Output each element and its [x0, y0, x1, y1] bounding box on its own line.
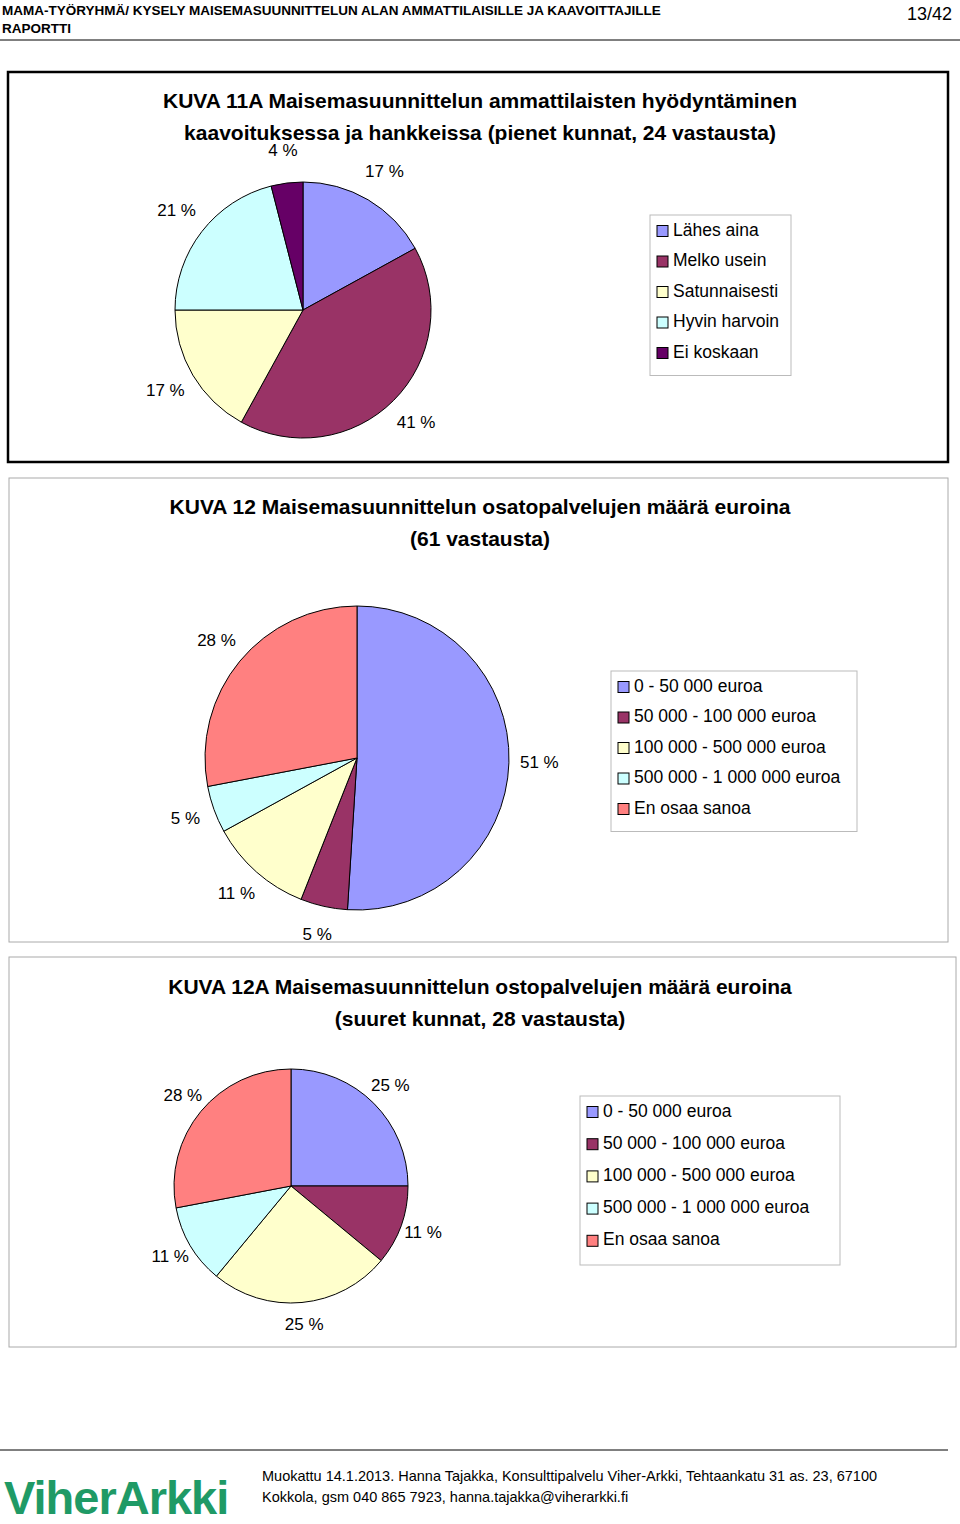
slices — [174, 1069, 408, 1303]
legend-entry: 50 000 - 100 000 euroa — [634, 706, 816, 726]
legend-swatch — [618, 773, 629, 784]
data-labels: 17 % 41 % 17 % 21 % 4 % — [146, 141, 436, 432]
legend-entry: En osaa sanoa — [634, 798, 751, 818]
legend-swatch — [587, 1107, 598, 1118]
footer-text: Kokkola, gsm 040 865 7923, hanna.tajakka… — [262, 1489, 628, 1505]
legend-entry: Lähes aina — [673, 220, 759, 240]
data-label: 25 % — [371, 1076, 410, 1095]
chart-title: (suuret kunnat, 28 vastausta) — [335, 1007, 626, 1030]
data-label: 5 % — [303, 925, 332, 944]
page-number: 13/42 — [907, 4, 952, 24]
data-label: 41 % — [397, 413, 436, 432]
data-label: 4 % — [268, 141, 297, 160]
pie-slice — [347, 606, 509, 910]
legend-entry: 500 000 - 1 000 000 euroa — [634, 767, 841, 787]
footer-text: Muokattu 14.1.2013. Hanna Tajakka, Konsu… — [262, 1468, 877, 1484]
data-label: 11 % — [404, 1223, 442, 1242]
legend-swatch — [587, 1139, 598, 1150]
legend-entry: Melko usein — [673, 250, 766, 270]
data-labels: 25 % 11 % 25 % 11 % 28 % — [151, 1076, 441, 1334]
legend-swatch — [657, 348, 668, 359]
legend-entry: 0 - 50 000 euroa — [634, 676, 763, 696]
legend-swatch — [657, 287, 668, 298]
chart-frame — [9, 957, 956, 1347]
slices — [205, 606, 509, 910]
legend: 0 - 50 000 euroa 50 000 - 100 000 euroa 10… — [580, 1096, 840, 1265]
data-label: 17 % — [365, 162, 404, 181]
data-label: 17 % — [146, 381, 185, 400]
chart-title: KUVA 12A Maisemasuunnittelun ostopalvelu… — [168, 975, 792, 998]
chart-title: KUVA 11A Maisemasuunnittelun ammattilais… — [163, 89, 797, 112]
legend: 0 - 50 000 euroa 50 000 - 100 000 euroa 10… — [611, 671, 857, 832]
legend-swatch — [618, 743, 629, 754]
chart: KUVA 11A Maisemasuunnittelun ammattilais… — [8, 72, 948, 462]
legend-swatch — [618, 804, 629, 815]
chart: KUVA 12A Maisemasuunnittelun ostopalvelu… — [9, 957, 956, 1347]
legend-entry: 500 000 - 1 000 000 euroa — [603, 1197, 810, 1217]
legend-swatch — [587, 1235, 598, 1246]
logo: ViherArkki — [4, 1471, 228, 1524]
legend-swatch — [587, 1203, 598, 1214]
chart-frame — [9, 478, 948, 942]
legend-swatch — [657, 317, 668, 328]
pie-slice — [271, 182, 303, 310]
legend-swatch — [657, 226, 668, 237]
chart: KUVA 12 Maisemasuunnittelun osatopalvelu… — [9, 478, 948, 944]
header-text: MAMA-TYÖRYHMÄ/ KYSELY MAISEMASUUNNITTELU… — [2, 3, 661, 18]
legend-frame — [650, 215, 791, 376]
legend-entry: 50 000 - 100 000 euroa — [603, 1133, 785, 1153]
chart-title: KUVA 12 Maisemasuunnittelun osatopalvelu… — [170, 495, 791, 518]
chart-frame — [8, 72, 948, 462]
legend-frame — [580, 1096, 840, 1265]
chart-title: (61 vastausta) — [410, 527, 550, 550]
legend-swatch — [618, 682, 629, 693]
data-label: 11 % — [151, 1247, 189, 1266]
legend-swatch — [657, 256, 668, 267]
page: MAMA-TYÖRYHMÄ/ KYSELY MAISEMASUUNNITTELU… — [0, 0, 960, 1524]
header-rule — [0, 40, 960, 41]
legend-entry: Satunnaisesti — [673, 281, 778, 301]
legend-entry: En osaa sanoa — [603, 1229, 720, 1249]
footer-rule — [0, 1450, 948, 1451]
slices — [175, 182, 431, 438]
legend: Lähes aina Melko usein Satunnaisesti Hyvin … — [650, 215, 791, 376]
legend-entry: Hyvin harvoin — [673, 311, 779, 331]
legend-swatch — [587, 1171, 598, 1182]
data-label: 5 % — [171, 809, 200, 828]
data-label: 28 % — [163, 1086, 202, 1105]
pie-slice — [175, 310, 303, 422]
data-labels: 51 % 5 % 11 % 5 % 28 % — [171, 631, 559, 944]
data-label: 21 % — [157, 201, 196, 220]
background — [0, 0, 960, 1524]
data-label: 28 % — [197, 631, 236, 650]
legend-entry: 100 000 - 500 000 euroa — [603, 1165, 795, 1185]
legend-frame — [611, 671, 857, 832]
header-text: RAPORTTI — [2, 21, 71, 36]
legend-entry: 0 - 50 000 euroa — [603, 1101, 732, 1121]
legend-entry: Ei koskaan — [673, 342, 759, 362]
legend-swatch — [618, 712, 629, 723]
data-label: 51 % — [520, 753, 559, 772]
data-label: 25 % — [285, 1315, 324, 1334]
legend-entry: 100 000 - 500 000 euroa — [634, 737, 826, 757]
data-label: 11 % — [218, 884, 256, 903]
